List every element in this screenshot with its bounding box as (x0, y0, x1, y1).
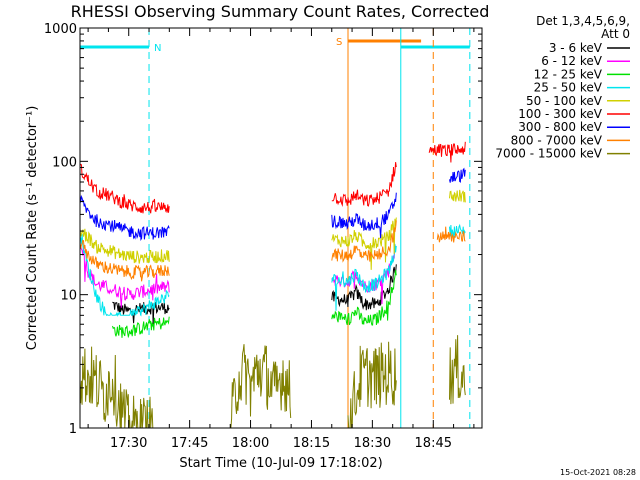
legend-entry-label: 100 - 300 keV (518, 107, 602, 121)
generation-timestamp: 15-Oct-2021 08:28 (560, 468, 636, 477)
x-axis: 17:30 17:45 18:00 18:15 18:30 18:45 (87, 28, 475, 451)
series-trace (79, 335, 466, 429)
series-trace (112, 270, 397, 339)
series-line (449, 335, 466, 405)
legend-entry-label: 800 - 7000 keV (511, 133, 603, 147)
x-tick-label: 18:15 (293, 436, 330, 451)
series-line (112, 316, 170, 339)
series-trace (80, 223, 466, 317)
series-line (449, 167, 466, 183)
series-line (331, 270, 397, 326)
y-tick-label: 1 (69, 422, 77, 437)
x-tick-label: 17:45 (171, 436, 208, 451)
legend-entry-label: 25 - 50 keV (534, 81, 603, 95)
series-line (347, 341, 397, 429)
x-tick-label: 18:00 (232, 436, 269, 451)
series-line (428, 141, 466, 163)
y-tick-label: 10 (60, 289, 77, 304)
legend-entry-label: 7000 - 15000 keV (495, 147, 602, 161)
legend-entry-label: 12 - 25 keV (534, 67, 603, 81)
x-tick-label: 18:45 (415, 436, 452, 451)
chart-title: RHESSI Observing Summary Count Rates, Co… (71, 2, 490, 21)
series-line (112, 301, 170, 327)
series-trace (79, 220, 466, 282)
legend-entry-label: 300 - 800 keV (518, 120, 602, 134)
legend-header-line2: Att 0 (601, 27, 630, 41)
series-line (79, 163, 170, 214)
series-line (79, 194, 170, 242)
x-tick-label: 17:30 (110, 436, 147, 451)
series-line (79, 239, 170, 282)
series-line (331, 192, 397, 239)
series-line (331, 162, 397, 207)
series-trace (79, 189, 466, 270)
series-line (449, 189, 466, 203)
y-tick-label: 100 (52, 155, 77, 170)
series-line (331, 220, 397, 263)
flag-label: S (336, 37, 342, 48)
y-axis: 1 10 100 1000 (44, 22, 482, 437)
flag-bars: NS (80, 37, 470, 54)
series-line (79, 228, 170, 264)
series-line (230, 344, 292, 429)
series-trace (79, 141, 466, 214)
x-axis-label: Start Time (10-Jul-09 17:18:02) (179, 456, 382, 471)
series-line (331, 264, 397, 311)
series-group (79, 141, 466, 429)
series-line (436, 226, 466, 243)
series-line (331, 243, 397, 311)
legend-entry-label: 6 - 12 keV (541, 54, 603, 68)
x-tick-label: 18:30 (354, 436, 391, 451)
series-line (79, 244, 170, 308)
legend-entry-label: 50 - 100 keV (526, 94, 603, 108)
y-tick-label: 1000 (44, 22, 77, 37)
legend-header-line1: Det 1,3,4,5,6,9, (536, 14, 630, 28)
plot-frame (79, 27, 483, 429)
flag-label: N (154, 43, 161, 54)
legend-entry-label: 3 - 6 keV (549, 41, 603, 55)
series-trace (112, 264, 397, 327)
y-axis-label: Corrected Count Rate (s⁻¹ detector⁻¹) (25, 106, 40, 351)
series-line (80, 234, 170, 317)
series-line (331, 217, 397, 270)
series-line (79, 346, 154, 429)
series-trace (79, 167, 466, 242)
